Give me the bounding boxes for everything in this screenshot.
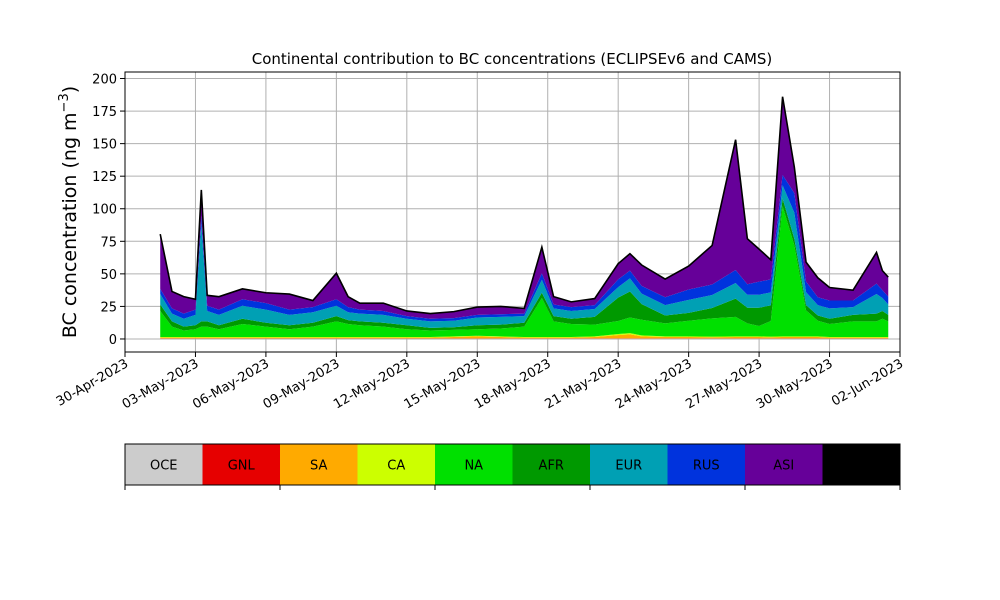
x-tick-label: 03-May-2023 [120,356,202,412]
legend-frame [124,443,901,486]
x-tick-label: 30-May-2023 [754,356,836,412]
colorbar-legend: OCE GNL SA CA NA AFR EUR RUS ASI AUS [124,443,901,490]
area-series-rus [160,174,889,322]
y-tick-label: 0 [109,333,117,348]
y-tick-label: 100 [92,203,117,218]
y-tick-label: 150 [92,138,117,153]
legend-label-na: NA [464,459,483,474]
y-tick-label: 125 [92,170,117,185]
legend-label-afr: AFR [539,459,564,474]
legend-swatch-afr [512,444,590,485]
legend-label-aus: AUS [848,459,875,474]
legend-swatch-gnl [202,444,280,485]
area-series-asi [160,96,889,319]
x-tick-label: 30-Apr-2023 [54,356,131,409]
area-series-na [160,206,889,338]
x-axis: 30-Apr-202303-May-202306-May-202309-May-… [54,352,906,412]
area-series-ca [160,333,889,338]
total-outline [159,96,889,315]
y-tick-label: 75 [100,235,117,250]
x-tick-label: 27-May-2023 [683,356,765,412]
x-tick-label: 06-May-2023 [190,356,272,412]
y-tick-label: 200 [92,73,117,88]
legend-label-asi: ASI [773,459,794,474]
legend-swatch-eur [590,444,668,485]
x-tick-label: 18-May-2023 [472,356,554,412]
legend-swatch-oce [125,444,203,485]
legend-swatch-asi [745,444,823,485]
plot-frame [124,71,901,353]
x-tick-label: 24-May-2023 [613,356,695,412]
legend-label-ca: CA [387,459,405,474]
x-tick-label: 21-May-2023 [543,356,625,412]
legend-label-rus: RUS [693,459,720,474]
y-axis: 0 25 50 75 100 125 150 175 200 [92,73,125,348]
legend-label-oce: OCE [150,459,178,474]
legend-label-gnl: GNL [228,459,256,474]
x-tick-label: 15-May-2023 [402,356,484,412]
axes-frame [124,71,901,353]
x-tick-label: 02-Jun-2023 [829,356,906,409]
x-tick-label: 09-May-2023 [261,356,343,412]
x-tick-label: 12-May-2023 [331,356,413,412]
legend-swatch-sa [280,444,358,485]
legend-swatch-aus [822,444,900,485]
legend-swatch-na [435,444,513,485]
plot-area: 30-Apr-202303-May-202306-May-202309-May-… [54,71,906,412]
legend-label-eur: EUR [615,459,642,474]
y-tick-label: 175 [92,105,117,120]
y-tick-label: 50 [100,268,117,283]
area-series-eur [160,185,889,328]
stacked-areas [159,96,889,339]
y-tick-label: 25 [100,300,117,315]
chart-title: Continental contribution to BC concentra… [252,50,773,68]
area-series-afr [160,198,889,331]
y-axis-label: BC concentration (ng m−3) [57,86,81,338]
legend-swatch-rus [667,444,745,485]
legend-label-sa: SA [310,459,327,474]
legend-swatch-ca [357,444,435,485]
area-series-sa [160,334,889,339]
